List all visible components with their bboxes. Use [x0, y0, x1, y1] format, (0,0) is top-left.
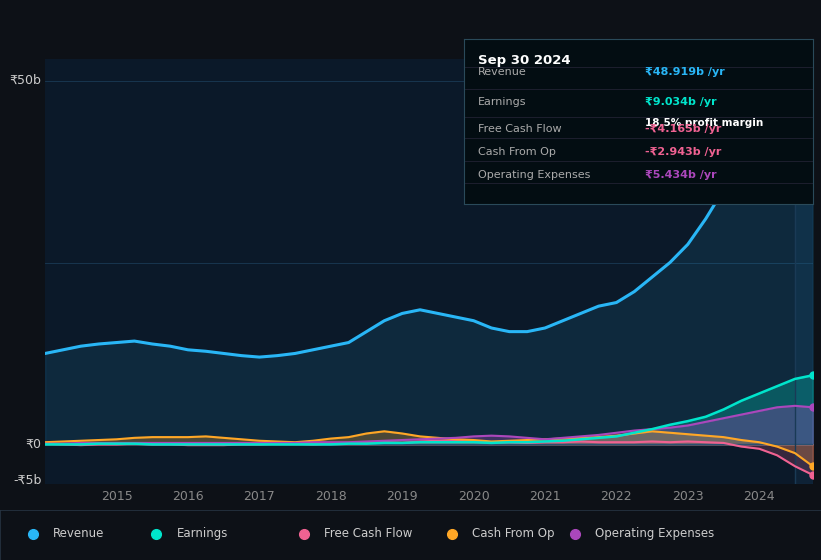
- Text: Revenue: Revenue: [478, 67, 526, 77]
- Text: ₹48.919b /yr: ₹48.919b /yr: [645, 67, 725, 77]
- Bar: [795, 59, 813, 484]
- Text: Cash From Op: Cash From Op: [478, 147, 556, 157]
- Text: Sep 30 2024: Sep 30 2024: [478, 54, 571, 67]
- Text: Cash From Op: Cash From Op: [472, 528, 554, 540]
- Text: ₹50b: ₹50b: [10, 74, 41, 87]
- Text: ₹5.434b /yr: ₹5.434b /yr: [645, 170, 717, 180]
- Text: Operating Expenses: Operating Expenses: [478, 170, 590, 180]
- Text: Earnings: Earnings: [478, 97, 526, 107]
- Text: ₹0: ₹0: [25, 438, 41, 451]
- Text: Earnings: Earnings: [177, 528, 228, 540]
- Text: Free Cash Flow: Free Cash Flow: [324, 528, 413, 540]
- Text: -₹5b: -₹5b: [13, 474, 41, 487]
- Text: Operating Expenses: Operating Expenses: [595, 528, 714, 540]
- Text: Free Cash Flow: Free Cash Flow: [478, 124, 562, 134]
- Text: ₹9.034b /yr: ₹9.034b /yr: [645, 97, 717, 107]
- Text: -₹4.165b /yr: -₹4.165b /yr: [645, 124, 722, 134]
- Text: 18.5% profit margin: 18.5% profit margin: [645, 119, 764, 128]
- Text: Revenue: Revenue: [53, 528, 105, 540]
- Text: -₹2.943b /yr: -₹2.943b /yr: [645, 147, 722, 157]
